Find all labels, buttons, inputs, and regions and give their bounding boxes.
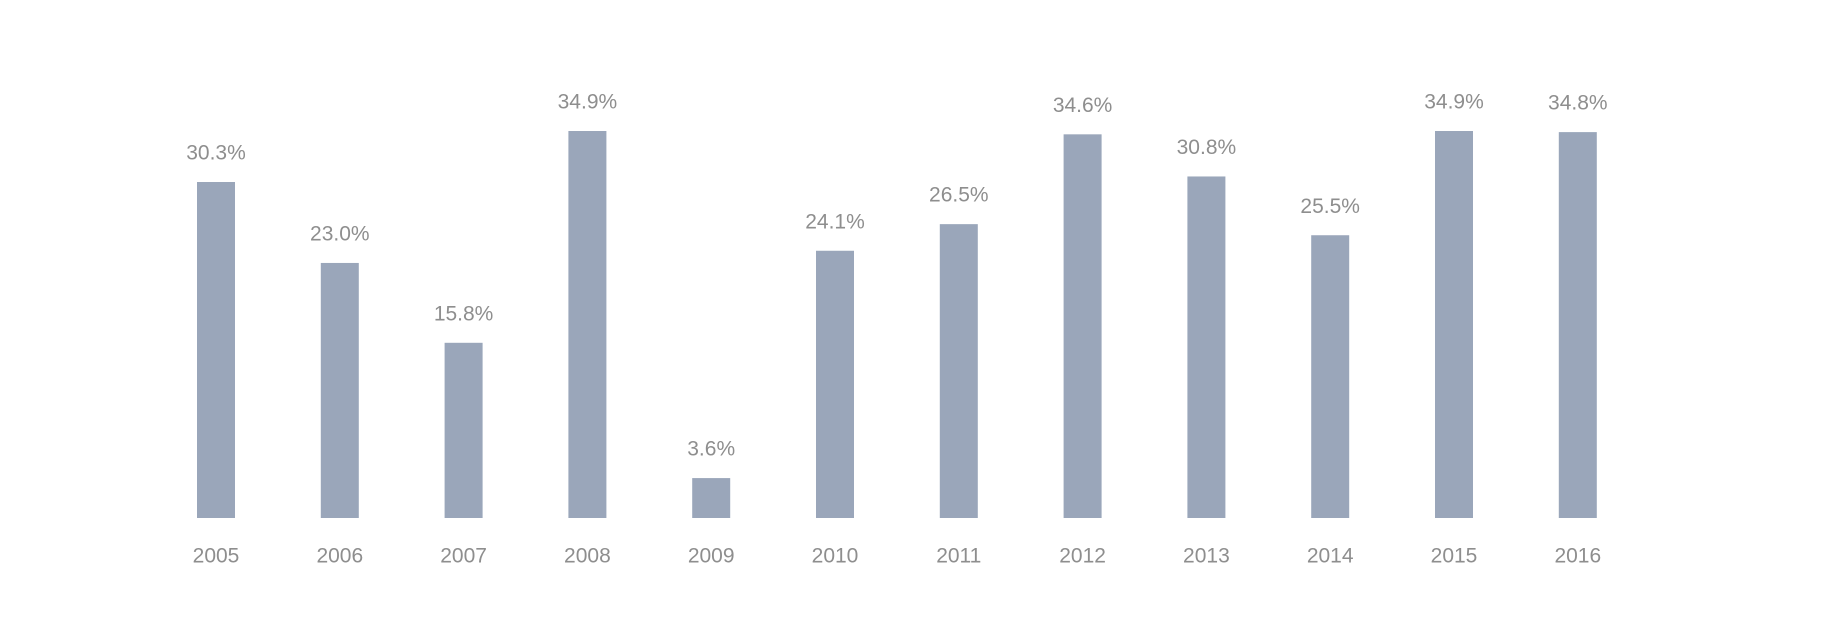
value-label: 34.6% <box>1053 94 1113 117</box>
x-tick-label: 2009 <box>688 545 735 568</box>
value-label: 30.3% <box>186 142 246 165</box>
bar <box>1187 176 1226 519</box>
x-tick-label: 2007 <box>440 545 487 568</box>
x-tick-label: 2008 <box>564 545 611 568</box>
x-tick-label: 2015 <box>1431 545 1478 568</box>
bar <box>1435 131 1473 518</box>
value-label: 3.6% <box>687 438 735 461</box>
value-label: 15.8% <box>434 302 494 325</box>
bar <box>692 478 731 518</box>
bar <box>320 262 359 518</box>
x-tick-label: 2014 <box>1307 545 1354 568</box>
value-label: 34.9% <box>1424 91 1484 114</box>
bar <box>444 342 483 518</box>
bar <box>568 131 607 518</box>
x-tick-label: 2005 <box>193 545 240 568</box>
value-label: 25.5% <box>1300 195 1360 218</box>
x-tick-label: 2012 <box>1059 545 1106 568</box>
x-tick-label: 2011 <box>936 545 981 568</box>
bar <box>816 250 854 518</box>
x-tick-label: 2006 <box>316 545 363 568</box>
bar <box>1311 235 1350 518</box>
bar <box>197 182 235 518</box>
value-label: 26.5% <box>929 184 989 207</box>
value-label: 24.1% <box>805 210 865 233</box>
bar <box>939 224 978 519</box>
x-tick-label: 2016 <box>1554 545 1601 568</box>
value-label: 34.8% <box>1548 92 1608 115</box>
value-label: 30.8% <box>1177 136 1237 159</box>
value-label: 23.0% <box>310 223 370 246</box>
value-label: 34.9% <box>558 91 618 114</box>
bar <box>1558 132 1597 518</box>
x-tick-label: 2010 <box>812 545 859 568</box>
bar <box>1063 134 1102 518</box>
x-tick-label: 2013 <box>1183 545 1230 568</box>
